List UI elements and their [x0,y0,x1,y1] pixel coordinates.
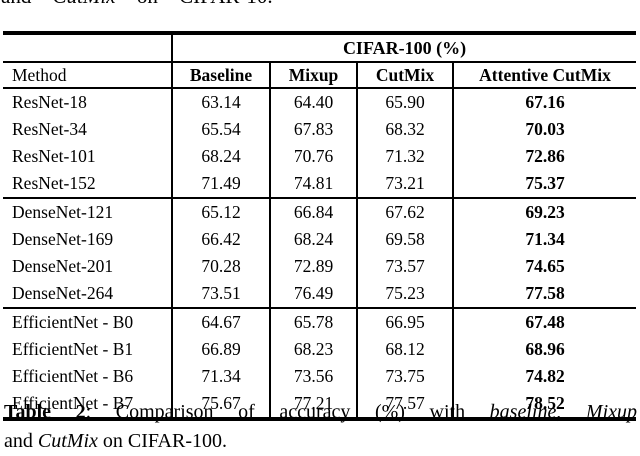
table-row: DenseNet-201 70.28 72.89 73.57 74.65 [3,253,637,280]
value-cell: 75.23 [356,280,453,308]
method-cell: EfficientNet - B6 [12,366,134,386]
value-cell: 67.48 [451,307,637,336]
value-cell: 69.58 [356,226,453,253]
value-cell: 71.32 [356,143,453,170]
value-cell: 73.51 [171,280,270,308]
text-segment: Table 2 [4,401,86,423]
table-row: ResNet-18 63.14 64.40 65.90 67.16 [3,88,637,116]
value-cell: 74.82 [451,363,637,390]
value-cell: 75.37 [451,170,637,198]
method-cell: DenseNet-169 [12,229,114,249]
value-cell: 66.89 [171,336,270,363]
clipped-caption-text: and CutMix on CIFAR-10. [1,0,421,11]
text-segment: baseline [489,401,557,423]
text-segment: and [4,430,38,452]
value-cell: 77.58 [451,280,637,308]
value-cell: 65.12 [171,197,270,226]
table-row: EfficientNet - B0 64.67 65.78 66.95 67.48 [3,307,637,336]
text-segment: on CIFAR-10. [116,0,273,8]
method-cell: ResNet-101 [12,146,96,166]
value-cell: 65.90 [356,88,453,116]
value-cell: 68.12 [356,336,453,363]
value-cell: 74.65 [451,253,637,280]
value-cell: 73.56 [269,363,357,390]
value-cell: 73.75 [356,363,453,390]
value-cell: 72.86 [451,143,637,170]
table-row: ResNet-34 65.54 67.83 68.32 70.03 [3,116,637,143]
value-cell: 66.95 [356,307,453,336]
value-cell: 64.40 [269,88,357,116]
table-caption: Table 2: Comparison of accuracy (%) with… [4,398,637,456]
method-cell: ResNet-152 [12,173,96,193]
column-header-attentive-cutmix: Attentive CutMix [451,62,637,89]
value-cell: 70.03 [451,116,637,143]
value-cell: 77.21 [269,390,357,421]
value-cell: 68.24 [171,143,270,170]
method-cell: DenseNet-121 [3,197,172,226]
value-cell: 71.34 [171,363,270,390]
value-cell: 68.32 [356,116,453,143]
value-cell: 70.28 [171,253,270,280]
method-cell: DenseNet-201 [12,256,114,276]
value-cell: 66.42 [171,226,270,253]
value-cell: 68.24 [269,226,357,253]
dataset-header: CIFAR-100 (%) [170,31,637,63]
table-row: ResNet-152 71.49 74.81 73.21 75.37 [3,170,637,198]
column-header-row: Method Baseline Mixup CutMix Attentive C… [3,62,637,89]
value-cell: 63.14 [171,88,270,116]
text-segment: CutMix [53,0,116,8]
value-cell: 78.52 [451,390,637,421]
value-cell: 72.89 [269,253,357,280]
method-cell: ResNet-18 [12,92,87,112]
value-cell: 70.76 [269,143,357,170]
method-cell: DenseNet-264 [12,283,114,303]
value-cell: 66.84 [269,197,357,226]
table-row: DenseNet-121 65.12 66.84 67.62 69.23 [3,197,637,226]
value-cell: 71.34 [451,226,637,253]
table-row: DenseNet-264 73.51 76.49 75.23 77.58 [3,280,637,308]
corner-empty-cell [3,31,172,63]
value-cell: 73.21 [356,170,453,198]
value-cell: 67.62 [356,197,453,226]
table-row: EfficientNet - B7 75.67 77.21 77.57 78.52 [3,390,637,421]
text-segment: on CIFAR-100. [97,430,227,452]
value-cell: 65.54 [171,116,270,143]
method-cell: EfficientNet - B1 [12,339,134,359]
value-cell: 74.81 [269,170,357,198]
table-row: EfficientNet - B1 66.89 68.23 68.12 68.96 [3,336,637,363]
text-segment: and [1,0,53,8]
dataset-header-row: CIFAR-100 (%) [3,31,637,63]
method-cell: EfficientNet - B0 [3,307,172,336]
results-table-body: ResNet-18 63.14 64.40 65.90 67.16 ResNet-34 65… [3,88,637,421]
column-header-baseline: Baseline [171,62,270,89]
value-cell: 68.23 [269,336,357,363]
table-row: ResNet-101 68.24 70.76 71.32 72.86 [3,143,637,170]
text-segment: CutMix [37,430,98,452]
value-cell: 65.78 [269,307,357,336]
value-cell: 67.83 [269,116,357,143]
value-cell: 68.96 [451,336,637,363]
value-cell: 73.57 [356,253,453,280]
text-segment: , [556,401,586,423]
value-cell: 76.49 [269,280,357,308]
value-cell: 71.49 [171,170,270,198]
value-cell: 67.16 [451,88,637,116]
text-segment: Mixup [585,401,637,423]
results-table: CIFAR-100 (%) Method Baseline Mixup CutM… [3,31,637,421]
value-cell: 69.23 [451,197,637,226]
caption-line-1: Table 2: Comparison of accuracy (%) with… [4,398,637,427]
table-row: DenseNet-169 66.42 68.24 69.58 71.34 [3,226,637,253]
table-row: EfficientNet - B6 71.34 73.56 73.75 74.82 [3,363,637,390]
method-cell: ResNet-34 [12,119,87,139]
text-segment: : Comparison of accuracy (%) with [85,401,490,423]
column-header-method: Method [3,62,172,89]
column-header-cutmix: CutMix [356,62,453,89]
column-header-mixup: Mixup [269,62,357,89]
previous-table-caption-clipped: and CutMix on CIFAR-10. [1,0,421,12]
value-cell: 64.67 [171,307,270,336]
value-cell: 77.57 [356,390,453,421]
method-cell: EfficientNet - B7 [3,390,172,421]
value-cell: 75.67 [171,390,270,421]
